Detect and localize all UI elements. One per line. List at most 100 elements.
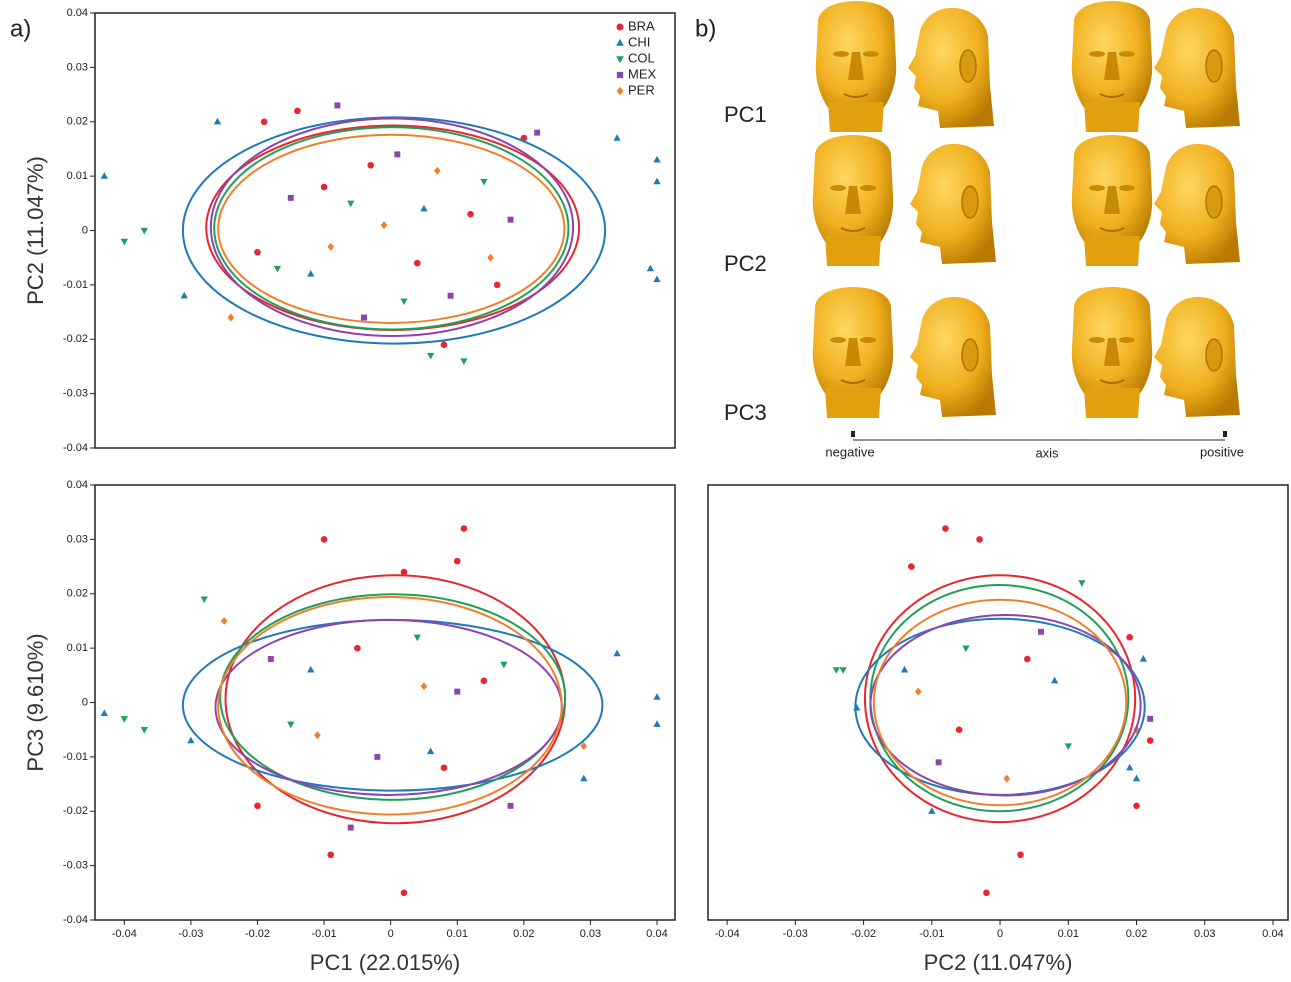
- face-profile: [1153, 7, 1241, 129]
- y-axis-label: PC2 (11.047%): [23, 156, 48, 305]
- point: [580, 774, 588, 782]
- y-tick-label: 0.03: [67, 533, 88, 545]
- confidence-ellipse: [863, 574, 1137, 824]
- confidence-ellipse: [213, 126, 570, 331]
- point: [213, 117, 222, 125]
- point: [900, 665, 909, 673]
- point: [493, 281, 501, 289]
- point: [426, 747, 435, 755]
- point: [180, 291, 188, 299]
- point: [447, 292, 454, 299]
- point: [120, 716, 128, 723]
- point: [426, 352, 435, 360]
- point: [653, 720, 661, 727]
- row-label: PC3: [724, 400, 767, 425]
- x-tick-label: 0.02: [513, 928, 534, 940]
- point: [1024, 655, 1031, 663]
- point: [120, 238, 128, 246]
- y-tick-label: 0.02: [67, 116, 88, 128]
- axis-end: [851, 431, 855, 437]
- legend-label: COL: [628, 50, 655, 65]
- y-tick-label: -0.03: [63, 388, 88, 400]
- point: [580, 742, 588, 750]
- point: [400, 889, 408, 897]
- point: [254, 248, 261, 256]
- point: [962, 645, 970, 653]
- y-tick-label: 0.04: [67, 7, 88, 19]
- point: [646, 264, 654, 272]
- point: [1038, 628, 1044, 635]
- legend-marker: [616, 86, 624, 96]
- point: [320, 183, 328, 191]
- point: [480, 178, 488, 186]
- face-profile: [909, 296, 997, 418]
- legend-marker: [616, 71, 624, 79]
- legend-marker: [616, 38, 624, 46]
- point: [227, 313, 235, 322]
- y-tick-label: -0.01: [63, 751, 88, 763]
- point: [140, 727, 148, 734]
- point: [254, 802, 261, 810]
- face-front: [814, 0, 898, 133]
- point: [653, 155, 661, 163]
- y-tick-label: -0.04: [63, 914, 88, 926]
- x-tick-label: -0.03: [783, 928, 808, 940]
- point: [294, 107, 301, 115]
- legend-label: MEX: [628, 66, 657, 81]
- point: [354, 644, 361, 652]
- point: [832, 667, 840, 674]
- y-tick-label: -0.01: [63, 279, 88, 291]
- x-tick-label: -0.01: [312, 928, 337, 940]
- point: [140, 227, 148, 235]
- y-tick-label: 0.04: [67, 479, 88, 491]
- point: [307, 270, 315, 277]
- face-front: [811, 134, 895, 267]
- point: [653, 177, 661, 185]
- point: [100, 709, 108, 717]
- y-axis-label: PC3 (9.610%): [23, 633, 48, 771]
- confidence-ellipse: [869, 613, 1142, 797]
- x-tick-label: 0.01: [1058, 928, 1079, 940]
- point: [453, 557, 461, 565]
- point: [460, 525, 468, 532]
- legend-label: PER: [628, 82, 655, 97]
- point: [413, 634, 421, 642]
- point: [1126, 633, 1133, 641]
- y-tick-label: 0: [82, 696, 88, 708]
- point: [908, 563, 915, 570]
- point: [287, 194, 294, 201]
- point: [327, 851, 335, 859]
- point: [433, 166, 441, 175]
- point: [380, 221, 388, 230]
- point: [413, 259, 421, 267]
- face-profile: [1153, 143, 1241, 265]
- x-tick-label: 0.01: [447, 928, 468, 940]
- legend-marker: [616, 56, 624, 64]
- point: [260, 118, 268, 126]
- y-tick-label: 0.02: [67, 588, 88, 600]
- point: [1003, 774, 1011, 783]
- point: [361, 314, 367, 321]
- point: [613, 649, 621, 657]
- axis-negative: negative: [825, 444, 874, 459]
- point: [100, 172, 108, 179]
- point: [440, 764, 448, 772]
- row-label: PC2: [724, 251, 767, 276]
- point: [374, 753, 381, 760]
- confidence-ellipse: [872, 598, 1128, 807]
- y-tick-label: 0.01: [67, 170, 88, 182]
- x-tick-label: -0.04: [112, 928, 137, 940]
- point: [955, 726, 963, 733]
- point: [1078, 580, 1086, 587]
- point: [1133, 802, 1140, 810]
- face-front: [1070, 286, 1154, 419]
- y-tick-label: 0.01: [67, 642, 88, 654]
- x-tick-label: 0: [388, 928, 394, 940]
- point: [273, 265, 282, 273]
- x-tick-label: -0.02: [851, 928, 876, 940]
- point: [976, 536, 983, 543]
- plot-frame: [707, 484, 1289, 921]
- legend-marker: [616, 23, 624, 31]
- point: [935, 759, 942, 766]
- confidence-ellipse: [217, 133, 566, 324]
